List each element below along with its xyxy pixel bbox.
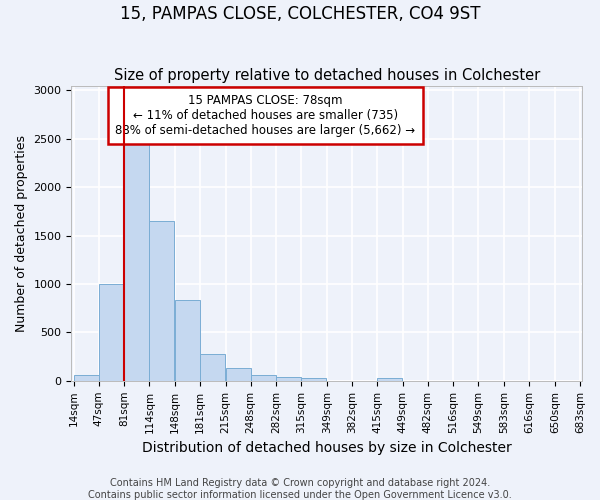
Bar [277,377,301,381]
Bar [98,284,124,381]
Bar [149,221,174,381]
Bar [226,368,251,381]
Bar [124,142,149,381]
Bar [175,300,200,381]
Y-axis label: Number of detached properties: Number of detached properties [15,134,28,332]
Text: Contains HM Land Registry data © Crown copyright and database right 2024.
Contai: Contains HM Land Registry data © Crown c… [88,478,512,500]
Bar [74,376,98,381]
Title: Size of property relative to detached houses in Colchester: Size of property relative to detached ho… [113,68,540,83]
Text: 15, PAMPAS CLOSE, COLCHESTER, CO4 9ST: 15, PAMPAS CLOSE, COLCHESTER, CO4 9ST [120,5,480,23]
Text: 15 PAMPAS CLOSE: 78sqm
← 11% of detached houses are smaller (735)
88% of semi-de: 15 PAMPAS CLOSE: 78sqm ← 11% of detached… [115,94,416,138]
X-axis label: Distribution of detached houses by size in Colchester: Distribution of detached houses by size … [142,441,512,455]
Bar [377,378,402,381]
Bar [200,354,225,381]
Bar [301,378,326,381]
Bar [251,376,275,381]
